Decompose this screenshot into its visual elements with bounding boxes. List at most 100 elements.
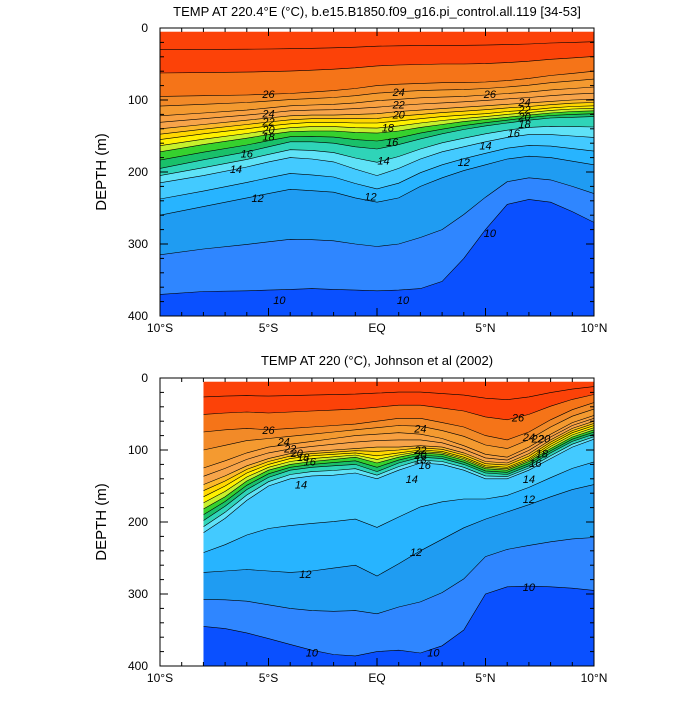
- isotherm-line: [160, 125, 594, 176]
- isotherm-line: [203, 415, 594, 469]
- contour-label: 20: [261, 125, 275, 137]
- x-tick-label: 10°N: [581, 321, 608, 335]
- contour-label: 16: [508, 128, 521, 140]
- temperature-band: [203, 409, 594, 468]
- contour-label: 22: [261, 117, 274, 129]
- isotherm-line: [160, 145, 594, 200]
- y-tick-label: 200: [128, 165, 148, 179]
- y-tick-label: 400: [128, 309, 148, 323]
- model-panel: TEMP AT 220.4°E (°C), b.e15.B1850.f09_g1…: [93, 4, 607, 335]
- temperature-band: [160, 93, 594, 129]
- contour-label: 16: [304, 457, 317, 469]
- contour-label: 16: [419, 460, 432, 472]
- contour-label: 24: [277, 436, 290, 448]
- isotherm-line: [160, 155, 594, 216]
- temperature-band: [160, 41, 594, 73]
- contour-label: 18: [382, 122, 395, 134]
- isotherm-line: [203, 431, 594, 516]
- observation-panel-ylabel: DEPTH (m): [93, 483, 110, 561]
- isotherm-line: [203, 433, 594, 521]
- temperature-band: [203, 423, 594, 497]
- contour-label: 12: [410, 547, 422, 559]
- temperature-band: [160, 105, 594, 146]
- temperature-band: [160, 126, 594, 183]
- x-tick-label: EQ: [368, 321, 385, 335]
- isotherm-line: [203, 484, 594, 577]
- x-tick-label: 5°N: [475, 321, 495, 335]
- y-tick-label: 200: [128, 515, 148, 529]
- contour-label: 18: [414, 454, 427, 466]
- isotherm-line: [160, 108, 594, 146]
- temperature-band: [160, 110, 594, 161]
- x-tick-label: 5°S: [259, 321, 278, 335]
- temperature-band: [160, 99, 594, 135]
- contour-label: 14: [406, 474, 418, 486]
- contour-label: 10: [523, 582, 536, 594]
- contour-label: 24: [413, 423, 426, 435]
- isotherm-line: [203, 394, 594, 421]
- isotherm-line: [203, 420, 594, 485]
- contour-label: 24: [522, 432, 535, 444]
- temperature-band: [160, 116, 594, 176]
- temperature-band: [160, 177, 594, 295]
- x-tick-label: 5°S: [259, 671, 278, 685]
- temperature-band: [203, 537, 594, 656]
- isotherm-line: [203, 585, 594, 657]
- isotherm-line: [203, 386, 594, 401]
- isotherm-line: [203, 402, 594, 441]
- contour-label: 20: [290, 448, 304, 460]
- contour-label: 26: [483, 89, 497, 101]
- contour-label: 26: [261, 425, 275, 437]
- contour-label: 14: [523, 474, 535, 486]
- contour-label: 12: [364, 191, 376, 203]
- temperature-band: [203, 461, 594, 576]
- temperature-band: [160, 31, 594, 50]
- isotherm-line: [160, 199, 594, 295]
- isotherm-line: [203, 423, 594, 491]
- isotherm-line: [203, 427, 594, 504]
- isotherm-line: [160, 110, 594, 153]
- temperature-band: [203, 394, 594, 440]
- y-tick-label: 300: [128, 587, 148, 601]
- x-tick-label: 10°S: [147, 321, 173, 335]
- isotherm-line: [203, 461, 594, 553]
- y-tick-label: 400: [128, 659, 148, 673]
- temperature-band: [203, 418, 594, 485]
- contour-label: 26: [511, 413, 525, 425]
- temperature-band: [160, 156, 594, 255]
- temperature-band: [203, 421, 594, 491]
- contour-label: 10: [397, 295, 410, 307]
- contour-label: 24: [517, 97, 530, 109]
- contour-label: 18: [297, 452, 310, 464]
- observation-panel: TEMP AT 220 (°C), Johnson et al (2002) D…: [93, 353, 607, 685]
- temperature-band: [203, 402, 594, 450]
- contour-label: 24: [261, 109, 274, 121]
- isotherm-line: [203, 418, 594, 477]
- temperature-band: [160, 134, 594, 199]
- isotherm-line: [203, 408, 594, 451]
- x-tick-label: EQ: [368, 671, 385, 685]
- isotherm-line: [203, 537, 594, 615]
- contour-label: 10: [484, 228, 497, 240]
- contour-label: 26: [261, 89, 275, 101]
- contour-label: 10: [427, 647, 440, 659]
- contour-label: 14: [377, 155, 389, 167]
- contour-label: 18: [536, 449, 549, 461]
- contour-field: 2624222018161412242220181614122624222018…: [160, 31, 594, 316]
- temperature-band: [160, 145, 594, 216]
- contour-label: 20: [413, 450, 427, 462]
- x-tick-label: 5°N: [475, 671, 495, 685]
- isotherm-line: [160, 102, 594, 135]
- isotherm-line: [203, 438, 594, 534]
- temperature-band: [203, 415, 594, 477]
- temperature-band: [160, 87, 594, 123]
- isotherm-line: [160, 92, 594, 123]
- observation-panel-title: TEMP AT 220 (°C), Johnson et al (2002): [261, 353, 493, 368]
- contour-label: 18: [262, 132, 275, 144]
- contour-label: 24: [392, 87, 405, 99]
- contour-label: 22: [392, 99, 405, 111]
- isotherm-line: [160, 41, 594, 50]
- contour-label: 14: [230, 164, 242, 176]
- temperature-band: [160, 71, 594, 107]
- y-tick-label: 100: [128, 93, 148, 107]
